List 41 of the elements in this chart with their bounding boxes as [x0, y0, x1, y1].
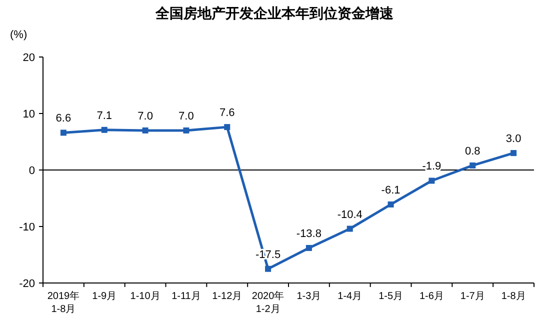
- point: [428, 178, 435, 184]
- point: [470, 162, 476, 168]
- x-tick-label: 1-7月: [460, 291, 485, 302]
- point: [224, 124, 230, 130]
- data-label: 7.0: [138, 110, 153, 122]
- point: [388, 201, 394, 208]
- data-label: -10.4: [337, 208, 362, 221]
- data-label: 7.6: [219, 107, 235, 120]
- data-label: 3.0: [506, 133, 522, 146]
- data-label: -13.8: [296, 228, 322, 240]
- x-tick-label: 2019年 1-8月: [47, 290, 80, 315]
- data-label: 7.0: [178, 110, 194, 122]
- data-label: 0.8: [464, 145, 480, 158]
- data-label: 6.6: [56, 112, 72, 125]
- y-tick-label: 10: [22, 108, 35, 120]
- y-tick-label: 0: [28, 165, 35, 177]
- point: [101, 126, 108, 133]
- data-label: 7.1: [96, 110, 112, 122]
- point: [265, 266, 272, 272]
- x-tick-label: 1-11月: [172, 291, 201, 302]
- data-label: -6.1: [381, 184, 400, 196]
- point: [142, 127, 148, 134]
- point: [510, 150, 517, 156]
- x-tick-label: 1-4月: [338, 291, 362, 302]
- y-tick-label: 20: [22, 52, 35, 64]
- x-tick-label: 1-8月: [501, 291, 526, 302]
- chart-title: 全国房地产开发企业本年到位资金增速: [154, 5, 394, 21]
- point: [306, 244, 312, 251]
- point: [183, 127, 190, 134]
- x-tick-label: 1-10月: [130, 291, 160, 302]
- y-axis-title: (%): [10, 29, 28, 41]
- x-tick-label: 1-12月: [212, 291, 242, 302]
- y-tick-label: -20: [19, 278, 35, 290]
- x-tick-label: 1-3月: [296, 291, 322, 302]
- point: [60, 130, 66, 136]
- x-tick-label: 2020年 1-2月: [252, 290, 284, 315]
- y-tick-label: -10: [19, 222, 35, 234]
- x-tick-label: 1-6月: [419, 291, 444, 302]
- x-tick-label: 1-9月: [92, 291, 117, 302]
- x-tick-label: 1-5月: [378, 291, 404, 302]
- point: [346, 226, 353, 232]
